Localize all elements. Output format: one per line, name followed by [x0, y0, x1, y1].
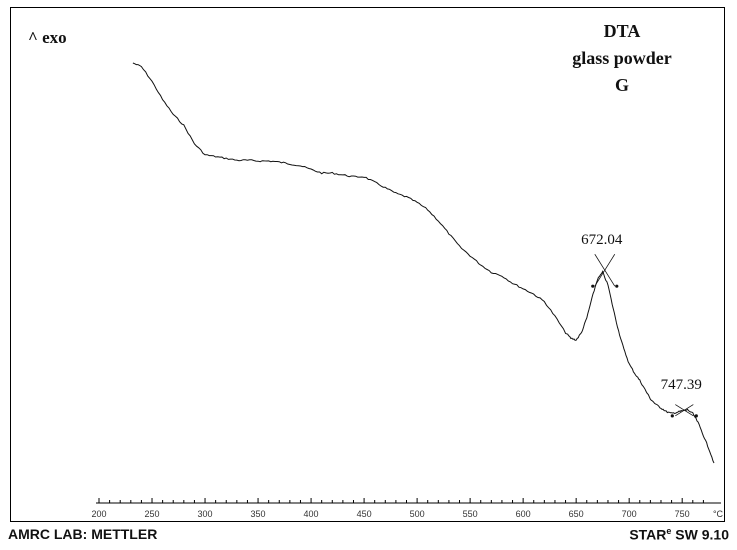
onset-dot — [670, 414, 674, 418]
peak-annotation: 672.04 — [581, 232, 623, 288]
onset-dot — [694, 414, 698, 418]
chart-title-line-2: glass powder — [572, 48, 672, 68]
x-tick-label: 300 — [198, 509, 213, 519]
x-tick-label: 650 — [569, 509, 584, 519]
x-tick-label: 400 — [304, 509, 319, 519]
dta-chart: ^ exo DTA glass powder G 200 250 300 350 400… — [28, 21, 724, 519]
footer-software-version: SW 9.10 — [671, 526, 729, 543]
x-tick-label: 700 — [622, 509, 637, 519]
x-tick-label: 500 — [410, 509, 425, 519]
dta-curve — [132, 62, 715, 464]
footer-software-label: STARe SW 9.10 — [629, 526, 729, 543]
x-tick-label: 550 — [463, 509, 478, 519]
peak-label: 747.39 — [661, 377, 702, 393]
footer-software-sup: e — [666, 526, 672, 536]
onset-dot — [591, 284, 595, 288]
peak-label: 672.04 — [581, 232, 623, 248]
x-axis-tick-labels: 200 250 300 350 400 450 500 550 600 650 700 750 — [91, 509, 689, 519]
x-tick-label: 350 — [251, 509, 266, 519]
onset-dot — [615, 284, 619, 288]
x-tick-label: 750 — [675, 509, 690, 519]
chart-title-line-3: G — [615, 75, 629, 95]
plot-frame: ^ exo DTA glass powder G 200 250 300 350 400… — [10, 7, 725, 522]
x-tick-label: 600 — [516, 509, 531, 519]
x-tick-label: 450 — [357, 509, 372, 519]
tangent-line — [594, 253, 616, 287]
x-tick-label: 200 — [91, 509, 106, 519]
tangent-line — [675, 404, 694, 417]
chart-title-line-1: DTA — [604, 21, 641, 41]
x-axis-unit: °C — [713, 509, 724, 519]
peak-annotation: 747.39 — [661, 377, 702, 418]
footer-lab-label: AMRC LAB: METTLER — [8, 526, 158, 542]
footer-software-name: STAR — [629, 526, 667, 543]
x-tick-label: 250 — [145, 509, 160, 519]
exo-direction-label: ^ exo — [28, 28, 67, 47]
peak-annotations: 672.04 747.39 — [581, 232, 702, 418]
x-axis-ticks — [98, 498, 704, 503]
